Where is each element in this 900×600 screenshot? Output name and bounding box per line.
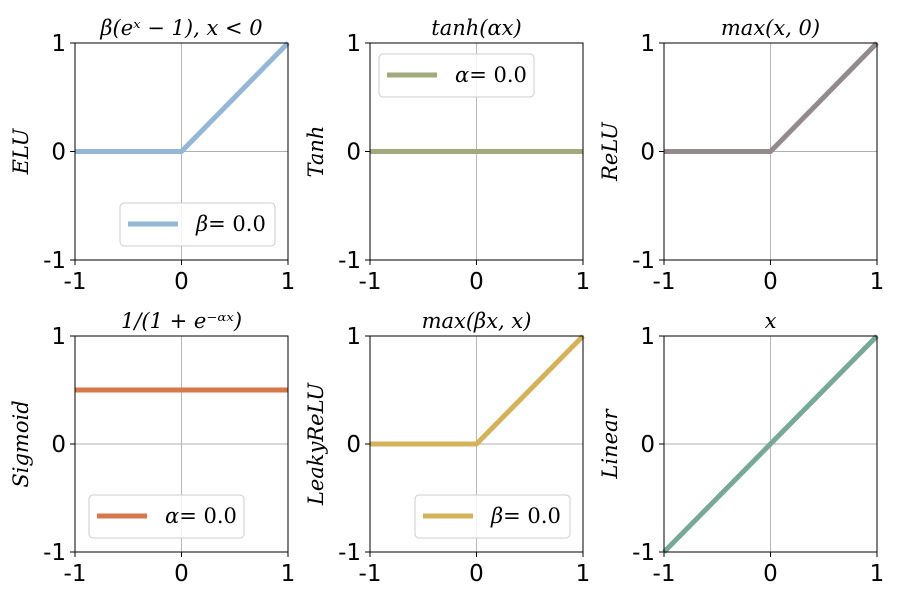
- y-tick-label: -1: [632, 540, 655, 566]
- y-tick-label: 0: [640, 432, 655, 458]
- y-axis-label: ReLU: [598, 121, 622, 182]
- x-tick-label: 1: [576, 561, 591, 587]
- x-tick-label: 0: [469, 561, 484, 587]
- y-tick-label: -1: [43, 248, 66, 274]
- y-tick-label: -1: [338, 248, 361, 274]
- series-line: [370, 334, 585, 447]
- legend: β= 0.0: [414, 494, 571, 539]
- chart-panel-sigmoid: -1 0 1 -1 0 1 1/(1 + e⁻ᵅˣ) Sigmoid α= 0.0: [9, 309, 295, 587]
- x-tick-label: -1: [653, 269, 676, 295]
- y-tick-label: 1: [346, 31, 361, 57]
- chart-panel-relu: -1 0 1 -1 0 1 max(x, 0) ReLU: [598, 16, 884, 295]
- legend-symbol: α: [165, 504, 179, 528]
- legend-label: β= 0.0: [195, 212, 266, 236]
- y-tick-label: 0: [346, 140, 361, 166]
- x-tick-label: -1: [359, 561, 382, 587]
- x-tick-label: 1: [281, 561, 296, 587]
- series-line: [75, 41, 290, 154]
- legend-symbol: α: [455, 63, 469, 87]
- legend-box: [378, 53, 535, 98]
- legend: α= 0.0: [378, 53, 535, 98]
- y-tick-label: -1: [632, 248, 655, 274]
- y-tick-label: 1: [51, 31, 66, 57]
- y-axis-label: ELU: [9, 127, 33, 175]
- x-tick-label: 0: [763, 561, 778, 587]
- chart-panel-leakyrelu: -1 0 1 -1 0 1 max(βx, x) LeakyReLU β= 0.0: [304, 309, 590, 587]
- y-tick-label: 1: [640, 31, 655, 57]
- x-tick-label: 1: [576, 269, 591, 295]
- y-tick-label: 1: [640, 324, 655, 350]
- series-line: [664, 41, 879, 154]
- y-tick-label: 1: [346, 324, 361, 350]
- chart-title: tanh(αx): [431, 16, 521, 40]
- x-tick-label: -1: [64, 269, 87, 295]
- legend: β= 0.0: [119, 202, 276, 247]
- legend-box: [414, 494, 571, 539]
- legend-value: = 0.0: [179, 504, 237, 528]
- x-tick-label: -1: [653, 561, 676, 587]
- x-tick-label: 1: [281, 269, 296, 295]
- chart-title: 1/(1 + e⁻ᵅˣ): [121, 309, 242, 333]
- chart-title: β(eˣ − 1), x < 0: [99, 16, 262, 40]
- y-tick-label: 0: [51, 432, 66, 458]
- chart-panel-elu: -1 0 1 -1 0 1 β(eˣ − 1), x < 0 ELU β= 0.0: [9, 16, 295, 295]
- x-tick-label: -1: [64, 561, 87, 587]
- x-tick-label: 1: [870, 561, 885, 587]
- y-axis-label: LeakyReLU: [304, 382, 328, 507]
- series-line: [662, 334, 879, 554]
- y-axis-label: Sigmoid: [9, 400, 33, 487]
- y-axis-label: Linear: [598, 407, 622, 479]
- y-tick-label: 1: [51, 324, 66, 350]
- y-tick-label: 0: [51, 140, 66, 166]
- legend: α= 0.0: [88, 494, 245, 539]
- x-tick-label: 0: [174, 561, 189, 587]
- y-tick-label: -1: [43, 540, 66, 566]
- x-tick-label: 0: [469, 269, 484, 295]
- legend-symbol: β: [195, 212, 208, 236]
- legend-label: β= 0.0: [490, 504, 561, 528]
- legend-box: [88, 494, 245, 539]
- legend-label: α= 0.0: [165, 504, 237, 528]
- y-tick-label: 0: [640, 140, 655, 166]
- chart-panel-linear: -1 0 1 -1 0 1 x Linear: [598, 309, 884, 587]
- y-tick-label: -1: [338, 540, 361, 566]
- legend-box: [119, 202, 276, 247]
- legend-value: = 0.0: [469, 63, 527, 87]
- legend-symbol: β: [490, 504, 503, 528]
- chart-title: max(βx, x): [422, 309, 532, 333]
- legend-label: α= 0.0: [455, 63, 527, 87]
- chart-title: x: [765, 309, 777, 333]
- x-tick-label: -1: [359, 269, 382, 295]
- legend-value: = 0.0: [503, 504, 561, 528]
- chart-panel-tanh: -1 0 1 -1 0 1 tanh(αx) Tanh α= 0.0: [304, 16, 590, 295]
- legend-value: = 0.0: [208, 212, 266, 236]
- x-tick-label: 0: [763, 269, 778, 295]
- x-tick-label: 1: [870, 269, 885, 295]
- x-tick-label: 0: [174, 269, 189, 295]
- y-tick-label: 0: [346, 432, 361, 458]
- y-axis-label: Tanh: [304, 126, 328, 178]
- chart-title: max(x, 0): [721, 16, 820, 40]
